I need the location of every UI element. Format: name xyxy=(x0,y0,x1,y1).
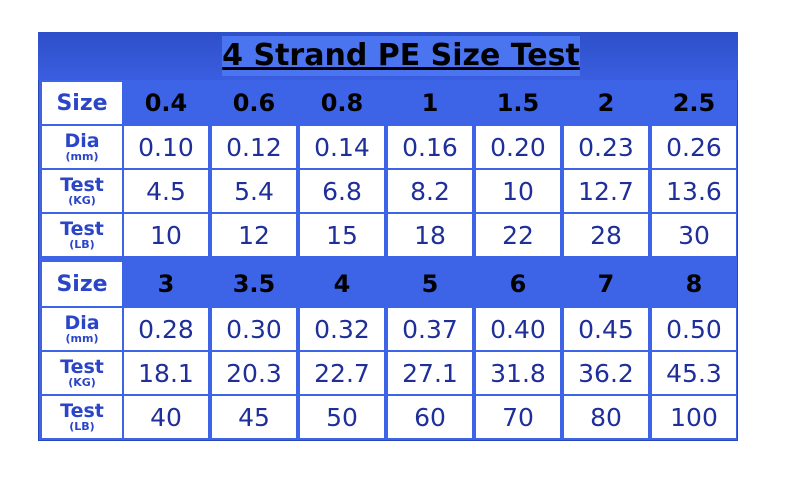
row-label-name: Dia xyxy=(64,130,100,152)
size-value: 2 xyxy=(597,89,615,117)
value-cell: 70 xyxy=(476,396,560,438)
value-cell: 36.2 xyxy=(564,352,648,394)
row-label: Test (LB) xyxy=(42,214,122,256)
value-cell: 0.40 xyxy=(476,308,560,350)
value-cell: 10 xyxy=(124,214,208,256)
size-value: 4 xyxy=(333,270,351,298)
row-label-unit: (KG) xyxy=(68,376,96,389)
value-cell: 80 xyxy=(564,396,648,438)
value-cell: 45 xyxy=(212,396,296,438)
row-label: Test (LB) xyxy=(42,396,122,438)
value-cell: 6.8 xyxy=(300,170,384,212)
row-label: Test (KG) xyxy=(42,352,122,394)
value-cell: 18 xyxy=(388,214,472,256)
value-cell: 0.30 xyxy=(212,308,296,350)
value-cell: 22 xyxy=(476,214,560,256)
value-cell: 20.3 xyxy=(212,352,296,394)
row-label-unit: (KG) xyxy=(68,194,96,207)
size-value: 3 xyxy=(157,270,175,298)
size-value: 1.5 xyxy=(496,89,540,117)
header-label: Size xyxy=(42,262,122,306)
value-cell: 60 xyxy=(388,396,472,438)
row-label: Dia (mm) xyxy=(42,126,122,168)
size-value: 6 xyxy=(509,270,527,298)
value-cell: 0.28 xyxy=(124,308,208,350)
value-cell: 12 xyxy=(212,214,296,256)
row-label: Test (KG) xyxy=(42,170,122,212)
value-cell: 0.37 xyxy=(388,308,472,350)
value-cell: 0.14 xyxy=(300,126,384,168)
row-label-name: Test xyxy=(60,356,104,378)
size-value: 0.8 xyxy=(320,89,364,117)
value-cell: 0.23 xyxy=(564,126,648,168)
value-cell: 15 xyxy=(300,214,384,256)
size-value: 7 xyxy=(597,270,615,298)
value-cell: 100 xyxy=(652,396,736,438)
value-cell: 27.1 xyxy=(388,352,472,394)
size-value: 2.5 xyxy=(672,89,716,117)
value-cell: 22.7 xyxy=(300,352,384,394)
value-cell: 45.3 xyxy=(652,352,736,394)
title: 4 Strand PE Size Test xyxy=(222,36,580,76)
row-label-unit: (LB) xyxy=(69,420,95,433)
row-label-name: Test xyxy=(60,218,104,240)
value-cell: 0.26 xyxy=(652,126,736,168)
row-label-name: Test xyxy=(60,400,104,422)
row-label-name: Test xyxy=(60,174,104,196)
value-cell: 8.2 xyxy=(388,170,472,212)
size-value: 5 xyxy=(421,270,439,298)
value-cell: 18.1 xyxy=(124,352,208,394)
value-cell: 31.8 xyxy=(476,352,560,394)
value-cell: 13.6 xyxy=(652,170,736,212)
size-value: 3.5 xyxy=(232,270,276,298)
row-label-name: Dia xyxy=(64,312,100,334)
value-cell: 0.10 xyxy=(124,126,208,168)
value-cell: 0.32 xyxy=(300,308,384,350)
value-cell: 0.45 xyxy=(564,308,648,350)
value-cell: 4.5 xyxy=(124,170,208,212)
size-value: 0.4 xyxy=(144,89,188,117)
value-cell: 0.12 xyxy=(212,126,296,168)
value-cell: 12.7 xyxy=(564,170,648,212)
size-value: 0.6 xyxy=(232,89,276,117)
value-cell: 30 xyxy=(652,214,736,256)
value-cell: 28 xyxy=(564,214,648,256)
value-cell: 0.16 xyxy=(388,126,472,168)
size-value: 1 xyxy=(421,89,439,117)
row-label-unit: (mm) xyxy=(65,332,99,345)
value-cell: 10 xyxy=(476,170,560,212)
row-label-unit: (mm) xyxy=(65,150,99,163)
value-cell: 0.50 xyxy=(652,308,736,350)
row-label-unit: (LB) xyxy=(69,238,95,251)
value-cell: 0.20 xyxy=(476,126,560,168)
value-cell: 50 xyxy=(300,396,384,438)
size-value: 8 xyxy=(685,270,703,298)
value-cell: 5.4 xyxy=(212,170,296,212)
row-label: Dia (mm) xyxy=(42,308,122,350)
header-label: Size xyxy=(42,82,122,124)
value-cell: 40 xyxy=(124,396,208,438)
